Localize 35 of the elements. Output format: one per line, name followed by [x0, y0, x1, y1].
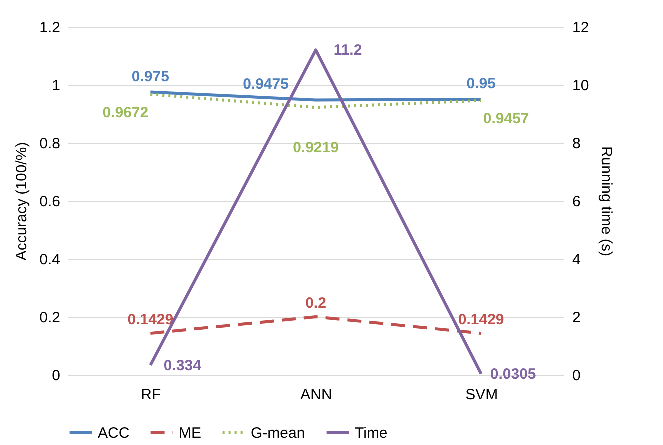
- data-label: 0.9475: [243, 76, 289, 94]
- y-tick-label: 0.4: [40, 252, 60, 268]
- data-label: 0.9219: [293, 140, 339, 157]
- data-label: 11.2: [334, 42, 362, 60]
- x-tick-label: RF: [141, 386, 162, 404]
- data-label: 0.2: [306, 295, 326, 312]
- data-label: 0.9457: [483, 110, 530, 128]
- y2-tick-label: 2: [572, 310, 581, 326]
- y2-tick-label: 0: [572, 368, 581, 384]
- data-label: 0.334: [164, 357, 202, 374]
- y2-tick-label: 6: [572, 194, 581, 210]
- y2-tick-label: 4: [572, 252, 581, 268]
- legend-label: G-mean: [251, 425, 306, 442]
- y2-axis-title: Running time (s): [598, 146, 616, 257]
- y-tick-label: 0.6: [40, 194, 60, 210]
- data-label: 0.975: [132, 68, 170, 86]
- y-tick-label: 0: [52, 368, 60, 384]
- y-axis-title: Accuracy (100/%): [14, 142, 31, 261]
- y-tick-label: 0.2: [40, 310, 60, 326]
- y-tick-label: 1: [52, 78, 60, 94]
- legend-label: Time: [355, 425, 388, 442]
- data-label: 0.0305: [490, 366, 536, 384]
- x-tick-label: ANN: [300, 386, 332, 404]
- data-label: 0.1429: [128, 312, 174, 329]
- y2-tick-label: 10: [572, 78, 590, 94]
- legend-label: ACC: [98, 425, 130, 442]
- data-label: 0.9672: [102, 104, 149, 122]
- x-tick-label: SVM: [466, 386, 498, 404]
- y-tick-label: 0.8: [40, 136, 60, 152]
- y2-tick-label: 8: [572, 136, 581, 152]
- y-tick-label: 1.2: [40, 20, 60, 36]
- data-label: 0.95: [466, 76, 496, 92]
- data-label: 0.1429: [458, 312, 504, 329]
- y2-tick-label: 12: [572, 20, 590, 36]
- legend-label: ME: [179, 425, 202, 442]
